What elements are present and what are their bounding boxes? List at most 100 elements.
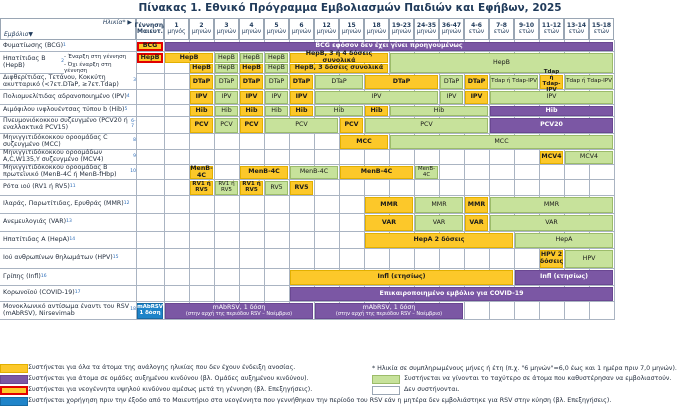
hib-3m[interactable]: Hib — [215, 106, 238, 116]
hepa-catchup[interactable]: HepA — [515, 233, 613, 248]
var-4y[interactable]: VAR — [465, 215, 488, 231]
dtap-4m[interactable]: DTaP — [240, 75, 263, 89]
pcv-15m[interactable]: PCV — [340, 118, 363, 133]
hepb-nb-3m[interactable]: HepB — [215, 64, 238, 73]
hib-4m[interactable]: Hib — [240, 106, 263, 116]
rv-3m[interactable]: RV1 ή RV5 — [215, 181, 238, 195]
ipv-4m[interactable]: IPV — [240, 91, 263, 104]
hepb-3m-catchup[interactable]: HepB — [215, 53, 238, 63]
dtap-4y[interactable]: DTaP — [465, 75, 488, 89]
dtap-36m[interactable]: DTaP — [440, 75, 463, 89]
footnote-ref[interactable]: 11 — [69, 184, 76, 190]
footnote-ref[interactable]: 18 — [130, 307, 136, 313]
rv5-5m[interactable]: RV5 — [265, 181, 288, 195]
hib-2m[interactable]: Hib — [190, 106, 213, 116]
mmr-late[interactable]: MMR — [490, 197, 613, 213]
mab-birth-bar[interactable]: mAbRSV 1 δόση — [137, 303, 163, 319]
covid-bar[interactable]: Επικαιροποιημένο εμβόλιο για COVID-19 — [290, 287, 613, 301]
rv-4m[interactable]: RV1 ή RV5 — [240, 181, 263, 195]
pcv-5m[interactable]: PCV — [265, 118, 338, 133]
var-bar[interactable]: VAR — [365, 215, 413, 231]
ipv-catchup[interactable]: IPV — [315, 91, 438, 104]
footnote-ref[interactable]: 6-7 — [131, 119, 136, 129]
mmr-catchup[interactable]: MMR — [415, 197, 463, 213]
pcv-3m[interactable]: PCV — [215, 118, 238, 133]
var-catchup[interactable]: VAR — [415, 215, 463, 231]
mmr-4y[interactable]: MMR — [465, 197, 488, 213]
ipv-4y[interactable]: IPV — [465, 91, 488, 104]
hepb-nb-4m[interactable]: HepB — [240, 64, 263, 73]
menb-4m[interactable]: MenB-4C — [240, 166, 288, 179]
bcg-birth-bar[interactable]: BCG — [137, 42, 163, 51]
footnote-ref[interactable]: 8 — [133, 138, 136, 144]
footnote-ref[interactable]: 13 — [66, 219, 72, 225]
hib-5m[interactable]: Hib — [265, 106, 288, 116]
ipv-6m[interactable]: IPV — [290, 91, 313, 104]
rv5-6m[interactable]: RV5 — [290, 181, 313, 195]
mab-season-bar-1[interactable]: mAbRSV, 1 δόση (στην αρχή της περιόδου RS… — [165, 303, 313, 319]
footnote-ref[interactable]: 15 — [112, 255, 119, 261]
ipv-2m[interactable]: IPV — [190, 91, 213, 104]
hepb-nb-5m[interactable]: HepB — [265, 64, 288, 73]
infl-yellow[interactable]: Infl (ετησίως) — [290, 270, 513, 285]
mcv4-catchup[interactable]: MCV4 — [565, 151, 613, 164]
pcv20-risk[interactable]: PCV20 — [490, 118, 613, 133]
mcc-bar[interactable]: MCC — [340, 135, 388, 149]
footnote-ref[interactable]: 17 — [74, 290, 81, 296]
hib-6m[interactable]: Hib — [290, 106, 313, 116]
dtap-5m[interactable]: DTaP — [265, 75, 288, 89]
menb-6m[interactable]: MenB-4C — [290, 166, 338, 179]
hepb-nb-3doses[interactable]: HepB, 3 δόσεις συνολικά — [290, 64, 388, 73]
ipv-5m[interactable]: IPV — [265, 91, 288, 104]
footnote-ref[interactable]: 16 — [40, 273, 47, 279]
menb-15m[interactable]: MenB-4C — [340, 166, 413, 179]
hepb-3or4-bar[interactable]: HepB, 3 ή 4 δόσεις συνολικά — [290, 51, 388, 64]
dtap-18m[interactable]: DTaP — [365, 75, 438, 89]
dtap-6m[interactable]: DTaP — [290, 75, 313, 89]
var-late[interactable]: VAR — [490, 215, 613, 231]
hib-12m[interactable]: Hib — [315, 106, 363, 116]
dtap-2m[interactable]: DTaP — [190, 75, 213, 89]
mcc-catchup[interactable]: MCC — [390, 135, 613, 149]
hepb-5m-catchup[interactable]: HepB — [265, 53, 288, 63]
ipv-36m[interactable]: IPV — [440, 91, 463, 104]
menb-catchup[interactable]: MenB-4C — [415, 166, 438, 179]
footnote-ref[interactable]: 10 — [130, 168, 136, 174]
mmr-bar[interactable]: MMR — [365, 197, 413, 213]
footnote-ref[interactable]: 12 — [123, 201, 130, 207]
dtap-3m[interactable]: DTaP — [215, 75, 238, 89]
tdap-late[interactable]: Tdap ή Tdap-IPV — [565, 75, 613, 89]
hepb-2m-bar[interactable]: HepB — [165, 53, 213, 63]
hpv-catchup[interactable]: HPV — [565, 250, 613, 268]
rv-2m[interactable]: RV1 ή RV5 — [190, 181, 213, 195]
footnote-ref[interactable]: 9 — [133, 153, 136, 159]
footnote-ref[interactable]: 14 — [69, 236, 76, 242]
hepb-nb-2m[interactable]: HepB — [190, 64, 213, 73]
menb-2m[interactable]: MenB-4C — [190, 165, 213, 179]
footnote-ref[interactable]: 2 — [61, 59, 64, 65]
ipv-late[interactable]: IPV — [490, 91, 613, 104]
tdap-catchup[interactable]: Tdap ή Tdap-IPV — [490, 75, 538, 89]
infl-purple[interactable]: Infl (ετησίως) — [515, 270, 613, 285]
footnote-ref[interactable]: 1 — [63, 42, 66, 48]
hib-catchup[interactable]: Hib — [390, 106, 488, 116]
hib-risk[interactable]: Hib — [490, 106, 613, 116]
hepb-birth-bar[interactable]: HepB — [137, 53, 163, 63]
pcv-4m[interactable]: PCV — [240, 118, 263, 133]
hib-18m[interactable]: Hib — [365, 106, 388, 116]
mab-season-bar-2[interactable]: mAbRSV, 1 δόση (στην αρχή της περιόδου RS… — [315, 303, 463, 319]
ipv-3m[interactable]: IPV — [215, 91, 238, 104]
footnote-ref[interactable]: 5 — [124, 107, 128, 113]
hepb-catchup-bar[interactable]: HepB — [390, 53, 613, 73]
dtap-12m[interactable]: DTaP — [315, 75, 363, 89]
tdap-11y[interactable]: Tdap ή Tdap-IPV — [540, 69, 563, 93]
footnote-ref[interactable]: 3 — [133, 78, 136, 84]
footnote-ref[interactable]: 4 — [126, 93, 130, 99]
bcg-catchup-bar[interactable]: BCG εφόσον δεν έχει γίνει προηγουμένως — [165, 42, 613, 51]
mcv4-bar[interactable]: MCV4 — [540, 151, 563, 164]
pcv-2m[interactable]: PCV — [190, 118, 213, 133]
pcv-catchup[interactable]: PCV — [365, 118, 488, 133]
hpv-2doses[interactable]: HPV 2 δόσεις — [540, 250, 563, 268]
hepa-2doses[interactable]: HepA 2 δόσεις — [365, 233, 513, 248]
hepb-4m-catchup[interactable]: HepB — [240, 53, 263, 63]
